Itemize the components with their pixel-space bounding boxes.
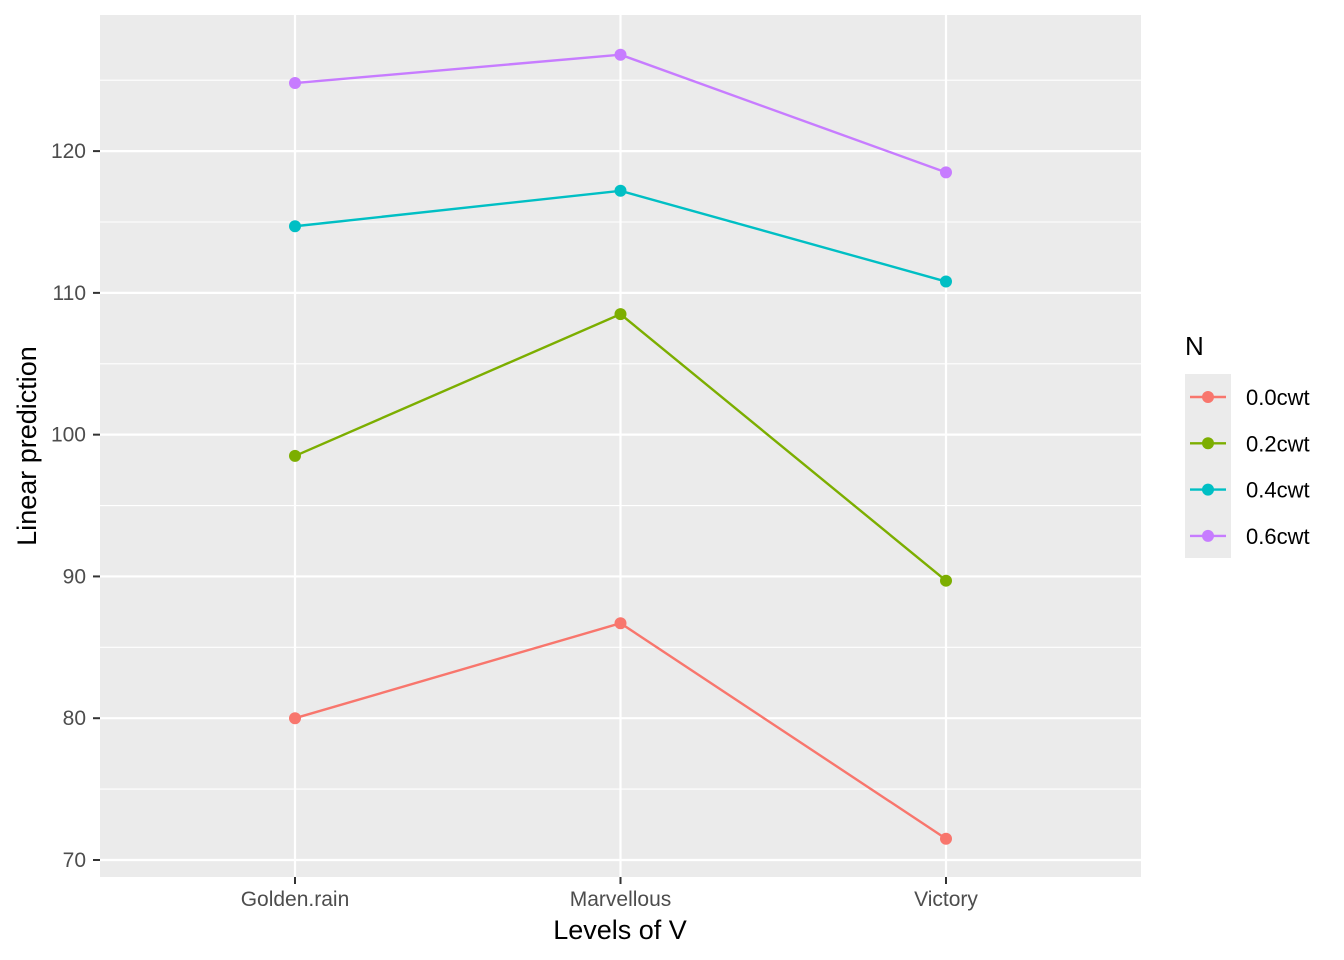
y-tick-label: 120 <box>51 140 86 163</box>
data-point-0.4cwt-Victory <box>940 275 952 288</box>
legend-key-point-1 <box>1202 437 1214 450</box>
data-point-0.0cwt-Victory <box>940 832 952 845</box>
data-point-0.0cwt-Marvellous <box>614 617 627 630</box>
series-layer <box>289 48 952 845</box>
legend-label: 0.4cwt <box>1246 478 1310 503</box>
x-tick-label: Golden.rain <box>241 888 350 911</box>
data-point-0.6cwt-Golden.rain <box>289 77 301 90</box>
x-tick-label: Marvellous <box>570 888 672 911</box>
legend-label: 0.6cwt <box>1246 524 1310 549</box>
legend-label: 0.2cwt <box>1246 431 1310 456</box>
legend-key-point-0 <box>1202 391 1214 403</box>
y-axis: 70 80 90 100 110 120 <box>51 140 100 872</box>
data-point-0.2cwt-Victory <box>940 574 952 587</box>
data-point-0.2cwt-Marvellous <box>614 308 627 321</box>
y-tick-label: 80 <box>63 707 86 730</box>
data-point-0.6cwt-Marvellous <box>614 48 627 61</box>
legend: N 0.0cwt 0.2cwt 0.4cwt 0.6cwt <box>1185 331 1310 558</box>
y-tick-label: 70 <box>63 849 86 872</box>
y-tick-label: 110 <box>53 282 86 305</box>
legend-title: N <box>1185 331 1204 361</box>
data-point-0.4cwt-Golden.rain <box>289 220 301 233</box>
y-axis-title: Linear prediction <box>12 346 42 546</box>
legend-key-point-3 <box>1202 529 1214 542</box>
y-tick-label: 90 <box>63 565 86 588</box>
legend-key-point-2 <box>1202 483 1214 496</box>
data-point-0.4cwt-Marvellous <box>614 184 627 197</box>
x-tick-label: Victory <box>914 888 978 911</box>
legend-key-background <box>1185 374 1231 558</box>
data-point-0.2cwt-Golden.rain <box>289 449 301 462</box>
x-axis: Golden.rain Marvellous Victory <box>241 877 978 911</box>
y-tick-label: 100 <box>51 424 86 447</box>
data-point-0.0cwt-Golden.rain <box>289 712 301 725</box>
major-gridlines <box>100 15 1141 877</box>
x-axis-title: Levels of V <box>553 915 687 945</box>
legend-label: 0.0cwt <box>1246 385 1310 410</box>
data-point-0.6cwt-Victory <box>940 166 952 179</box>
